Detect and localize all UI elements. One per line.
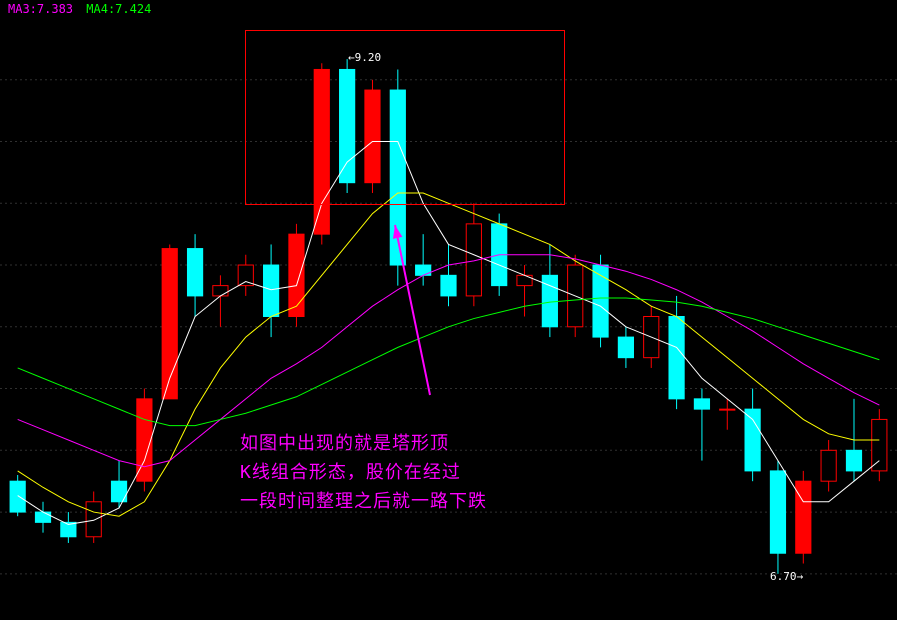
ma-legend: MA3:7.383 MA4:7.424 — [8, 2, 157, 16]
chart-svg — [0, 0, 897, 620]
ma4-label: MA4:7.424 — [86, 2, 151, 16]
price-high-label: ←9.20 — [348, 51, 381, 64]
ma3-label: MA3:7.383 — [8, 2, 73, 16]
candlestick-chart: MA3:7.383 MA4:7.424 如图中出现的就是塔形顶K线组合形态，股价… — [0, 0, 897, 620]
price-low-label: 6.70→ — [770, 570, 803, 583]
